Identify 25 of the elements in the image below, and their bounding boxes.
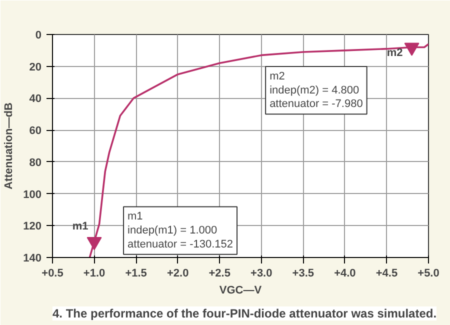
y-tick-label: 60 [29,125,42,138]
y-tick-label: 140 [23,252,42,264]
y-tick-label: 0 [35,30,42,42]
x-tick-label: +3.0 [250,268,272,280]
text: 4. The performance of the four-PIN-diode attenuator was simulated. [52,306,437,320]
y-tick-label: 100 [23,188,42,201]
annotation: m2 [386,47,403,60]
y-tick-label: 80 [29,156,42,169]
y-tick-label: 20 [29,61,42,74]
x-axis-title: VGC—V [219,284,262,296]
x-tick-label: +4.0 [334,268,356,280]
x-tick-label: +0.5 [42,268,64,280]
x-tick-label: +2.0 [166,268,189,280]
x-tick-label: +3.5 [292,268,314,280]
x-tick-label: +1.0 [83,268,106,280]
y-tick-label: 120 [23,220,42,233]
annotation: m1 indep(m1) = 1.000 attenuator = -130.152 [128,210,234,250]
annotation: m2 indep(m2) = 4.800 attenuator = -7.980 [270,70,363,110]
y-tick-label: 40 [29,93,42,106]
x-tick-label: +4.5 [376,268,398,280]
x-tick-label: +2.5 [208,268,230,280]
y-axis-title: Attenuation—dB [3,102,16,190]
x-tick-label: +1.5 [125,268,147,280]
annotation: m1 [72,220,88,233]
x-tick-label: +5.0 [418,268,440,280]
